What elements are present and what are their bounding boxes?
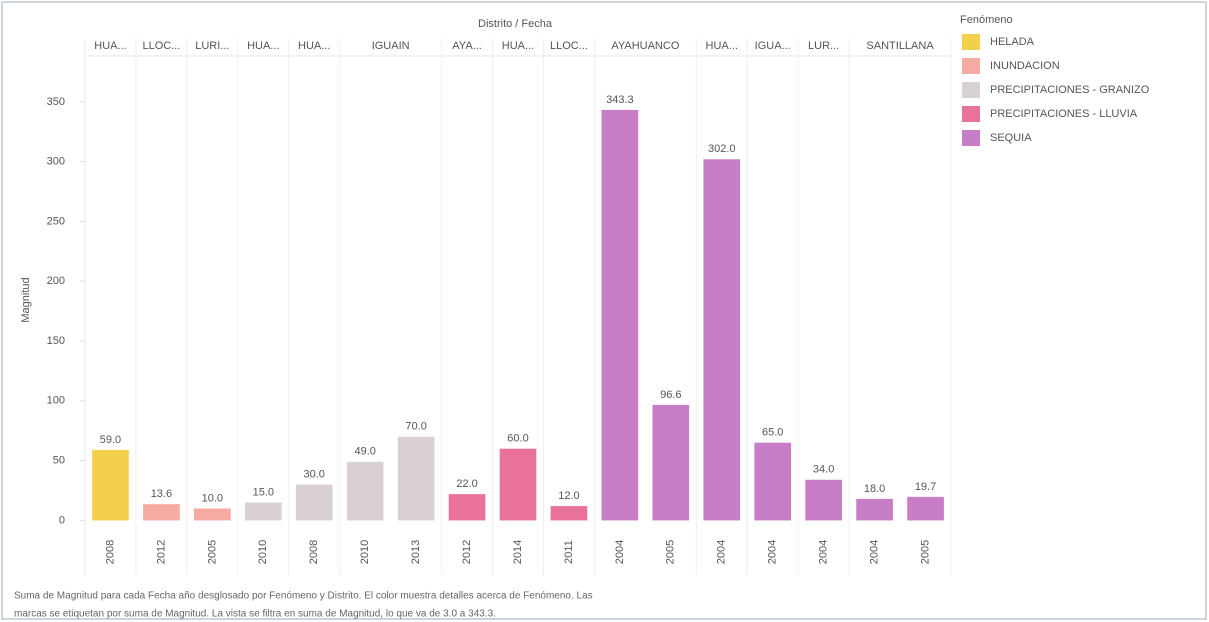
data-label: 60.0 — [507, 433, 528, 445]
bar — [397, 436, 435, 521]
x-tick-label: 2014 — [512, 540, 524, 564]
x-tick-label: 2005 — [665, 540, 677, 564]
bar — [601, 109, 639, 521]
legend-label: SEQUIA — [990, 132, 1032, 144]
y-tick-label: 300 — [47, 156, 65, 168]
y-tick-label: 100 — [47, 395, 65, 407]
data-label: 343.3 — [606, 94, 634, 106]
data-label: 70.0 — [405, 421, 426, 433]
bar — [907, 496, 944, 521]
data-label: 15.0 — [253, 486, 274, 498]
legend-swatch — [962, 34, 980, 50]
bar — [703, 159, 741, 521]
x-tick-label: 2004 — [868, 540, 880, 564]
column-header: SANTILLANA — [866, 40, 934, 52]
legend-swatch — [962, 82, 980, 98]
x-tick-label: 2004 — [767, 540, 779, 564]
bar — [295, 484, 333, 521]
column-header: IGUA... — [755, 40, 791, 52]
column-header: IGUAIN — [372, 40, 410, 52]
data-label: 30.0 — [304, 468, 325, 480]
chart-title: Distrito / Fecha — [478, 18, 553, 30]
legend-swatch — [962, 130, 980, 146]
caption: Suma de Magnitud para cada Fecha año des… — [14, 591, 593, 602]
x-tick-label: 2008 — [104, 540, 116, 564]
bar — [143, 504, 180, 521]
x-tick-label: 2005 — [919, 540, 931, 564]
bar — [244, 502, 282, 521]
data-label: 10.0 — [202, 492, 223, 504]
column-header: HUA... — [94, 40, 126, 52]
data-label: 65.0 — [762, 427, 783, 439]
y-tick-label: 150 — [47, 335, 65, 347]
bar — [805, 479, 842, 521]
data-label: 18.0 — [864, 483, 885, 495]
column-header: LUR... — [808, 40, 839, 52]
data-label: 49.0 — [354, 446, 375, 458]
y-tick-label: 250 — [47, 215, 65, 227]
data-label: 34.0 — [813, 464, 834, 476]
bar — [754, 442, 792, 521]
x-tick-label: 2004 — [716, 540, 728, 564]
legend-title: Fenómeno — [960, 14, 1013, 26]
column-header: LLOC... — [550, 40, 588, 52]
column-header: HUA... — [706, 40, 738, 52]
data-label: 13.6 — [151, 488, 172, 500]
x-tick-label: 2012 — [155, 540, 167, 564]
x-tick-label: 2010 — [359, 540, 371, 564]
data-label: 19.7 — [915, 481, 936, 493]
bar — [194, 508, 231, 521]
column-header: LLOC... — [142, 40, 180, 52]
legend-label: PRECIPITACIONES - GRANIZO — [990, 84, 1150, 96]
data-label: 96.6 — [660, 389, 681, 401]
legend-swatch — [962, 58, 980, 74]
caption: marcas se etiquetan por suma de Magnitud… — [14, 609, 496, 620]
data-label: 22.0 — [456, 478, 477, 490]
x-tick-label: 2013 — [410, 540, 422, 564]
column-header: AYAHUANCO — [611, 40, 679, 52]
data-label: 302.0 — [708, 143, 736, 155]
bar — [346, 461, 384, 521]
y-tick-label: 0 — [59, 514, 65, 526]
y-tick-label: 50 — [53, 455, 65, 467]
bar — [856, 498, 893, 521]
legend-label: HELADA — [990, 36, 1035, 48]
legend-label: INUNDACION — [990, 60, 1060, 72]
bar — [652, 404, 690, 521]
x-tick-label: 2004 — [818, 540, 830, 564]
bar — [499, 448, 537, 521]
column-header: AYA... — [452, 40, 482, 52]
bar — [92, 449, 129, 521]
column-header: HUA... — [298, 40, 330, 52]
x-tick-label: 2004 — [614, 540, 626, 564]
y-tick-label: 200 — [47, 275, 65, 287]
legend-label: PRECIPITACIONES - LLUVIA — [990, 108, 1138, 120]
bar — [550, 506, 588, 521]
x-tick-label: 2010 — [257, 540, 269, 564]
x-tick-label: 2012 — [461, 540, 473, 564]
column-header: HUA... — [247, 40, 279, 52]
y-axis-label: Magnitud — [20, 277, 32, 322]
data-label: 59.0 — [100, 434, 121, 446]
bar — [448, 494, 486, 521]
x-tick-label: 2011 — [563, 540, 575, 564]
column-header: LURI... — [195, 40, 229, 52]
x-tick-label: 2005 — [206, 540, 218, 564]
data-label: 12.0 — [558, 490, 579, 502]
x-tick-label: 2008 — [308, 540, 320, 564]
y-tick-label: 350 — [47, 96, 65, 108]
column-header: HUA... — [502, 40, 534, 52]
legend-swatch — [962, 106, 980, 122]
